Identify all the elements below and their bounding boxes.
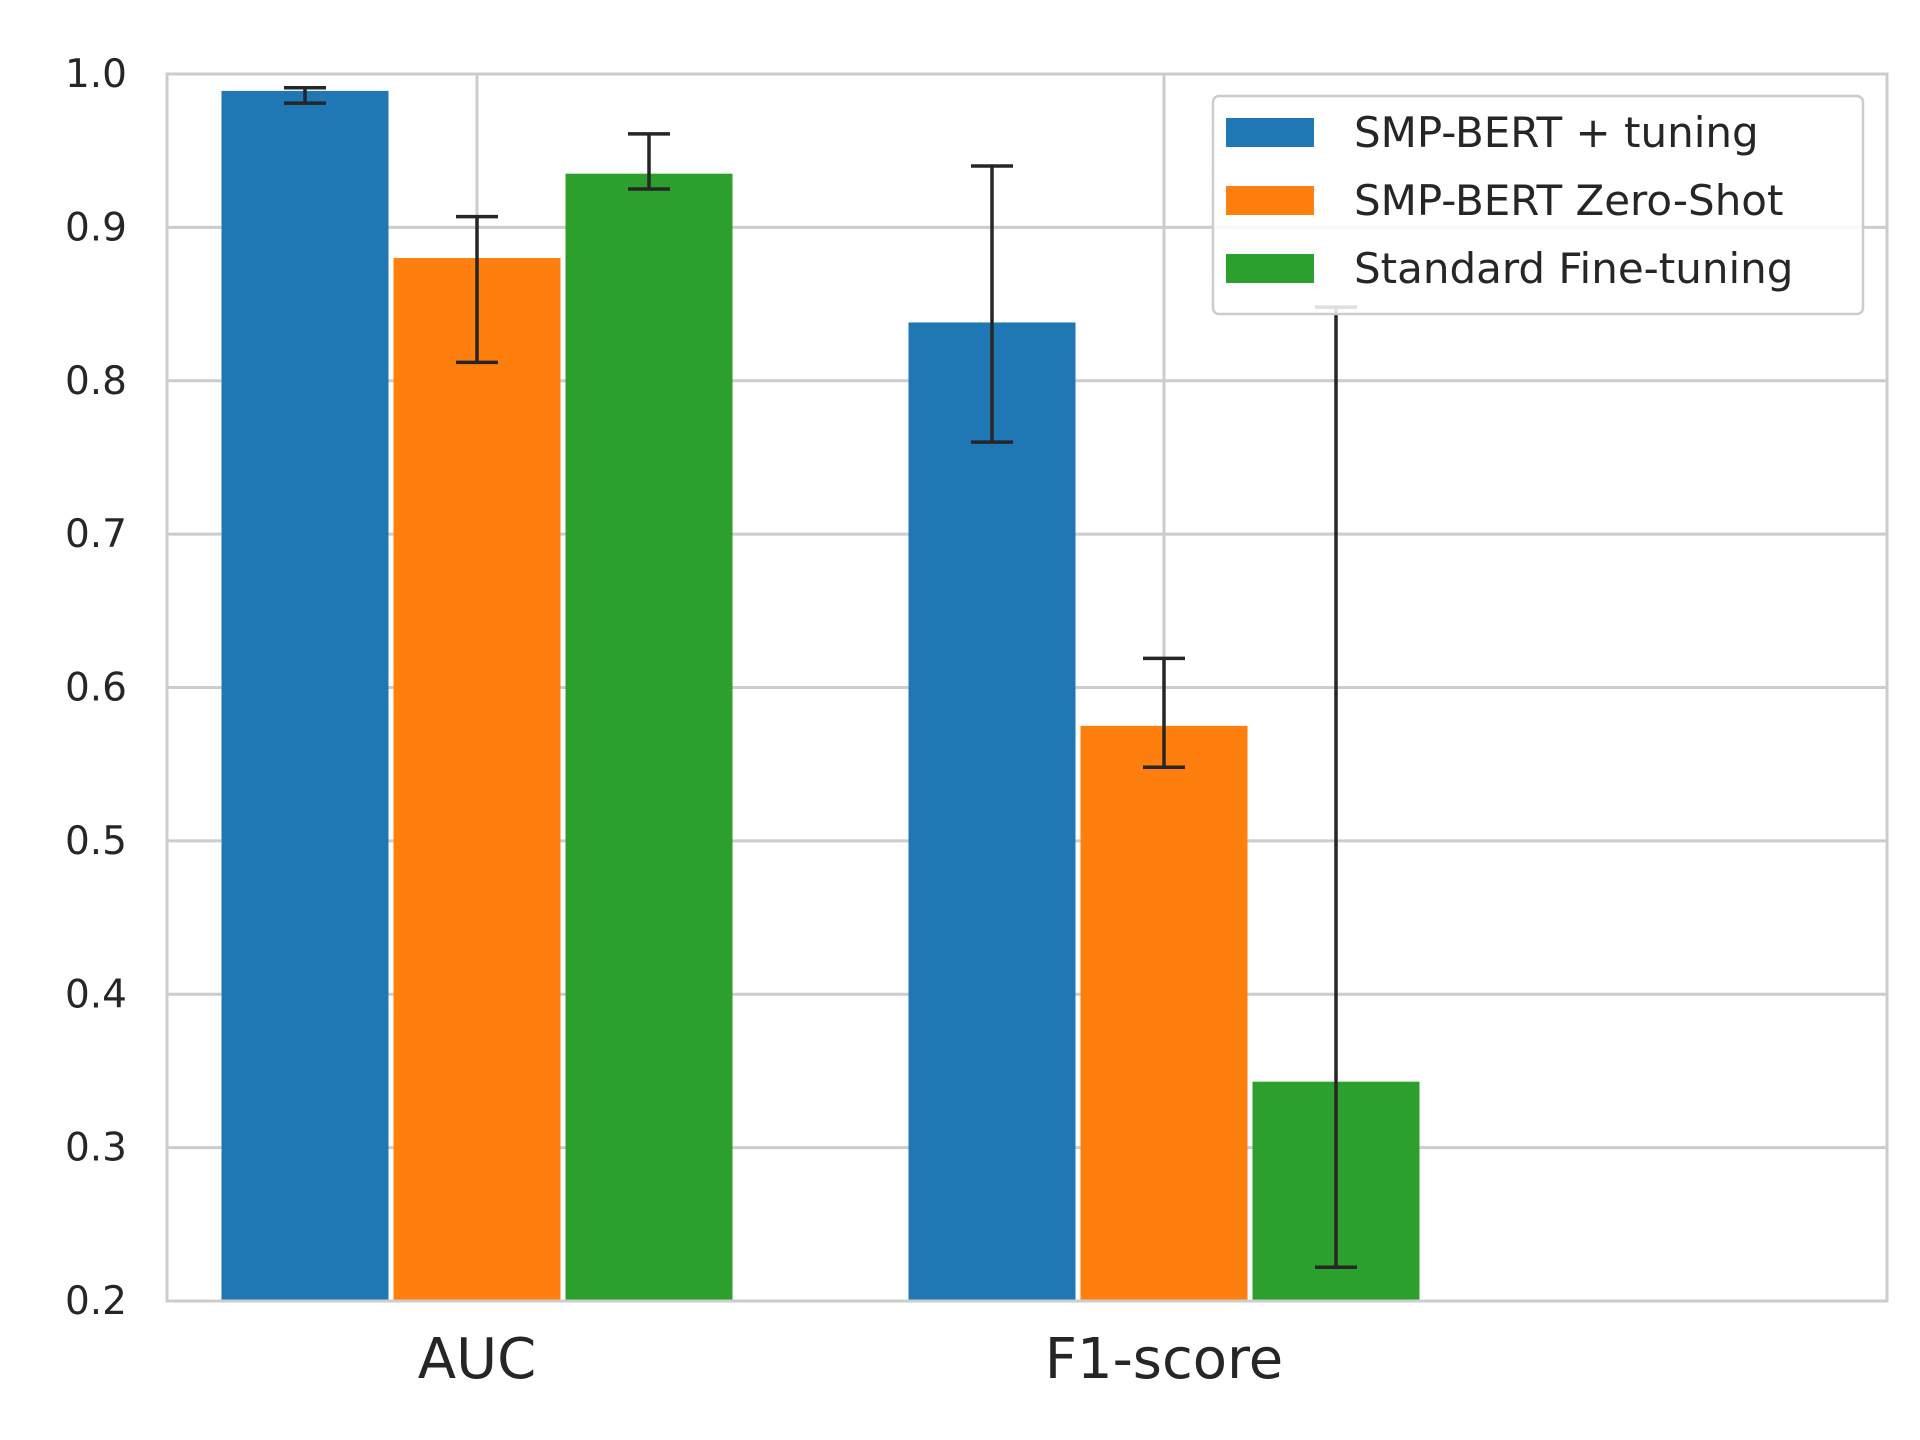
y-tick-label: 0.8: [65, 359, 127, 404]
y-tick-label: 0.3: [65, 1126, 127, 1171]
legend-label: Standard Fine-tuning: [1354, 244, 1793, 293]
error-bar: [628, 132, 670, 191]
x-tick-label: AUC: [418, 1327, 536, 1392]
legend-label: SMP-BERT Zero-Shot: [1354, 176, 1783, 225]
x-tick-label: F1-score: [1045, 1327, 1284, 1392]
bar: [221, 90, 389, 1302]
bar: [908, 322, 1076, 1301]
error-bars: [284, 86, 1357, 1270]
bar: [1080, 725, 1248, 1301]
legend-swatch: [1226, 118, 1314, 147]
error-bar: [284, 86, 326, 105]
y-tick-label: 0.5: [65, 819, 127, 864]
y-tick-label: 0.4: [65, 972, 127, 1017]
y-axis: 0.2 0.3 0.4 0.5 0.6 0.7 0.8 0.9 1.0: [65, 52, 127, 1324]
error-bar: [971, 164, 1013, 444]
legend-swatch: [1226, 254, 1314, 283]
bars: [221, 90, 1420, 1302]
bar: [565, 173, 733, 1302]
y-tick-label: 0.9: [65, 205, 127, 250]
bar: [393, 258, 561, 1301]
plot-frame: [165, 72, 1889, 1303]
legend-swatch: [1226, 186, 1314, 215]
x-axis: AUC F1-score: [418, 1327, 1283, 1392]
y-tick-label: 0.2: [65, 1279, 127, 1324]
y-tick-label: 0.7: [65, 512, 127, 557]
y-tick-label: 1.0: [65, 52, 127, 97]
error-bar: [1143, 656, 1185, 770]
error-bar: [456, 214, 498, 365]
legend: SMP-BERT + tuning SMP-BERT Zero-Shot Stand…: [1211, 94, 1865, 316]
legend-label: SMP-BERT + tuning: [1354, 108, 1759, 157]
legend-box: [1211, 94, 1865, 316]
y-tick-label: 0.6: [65, 666, 127, 711]
